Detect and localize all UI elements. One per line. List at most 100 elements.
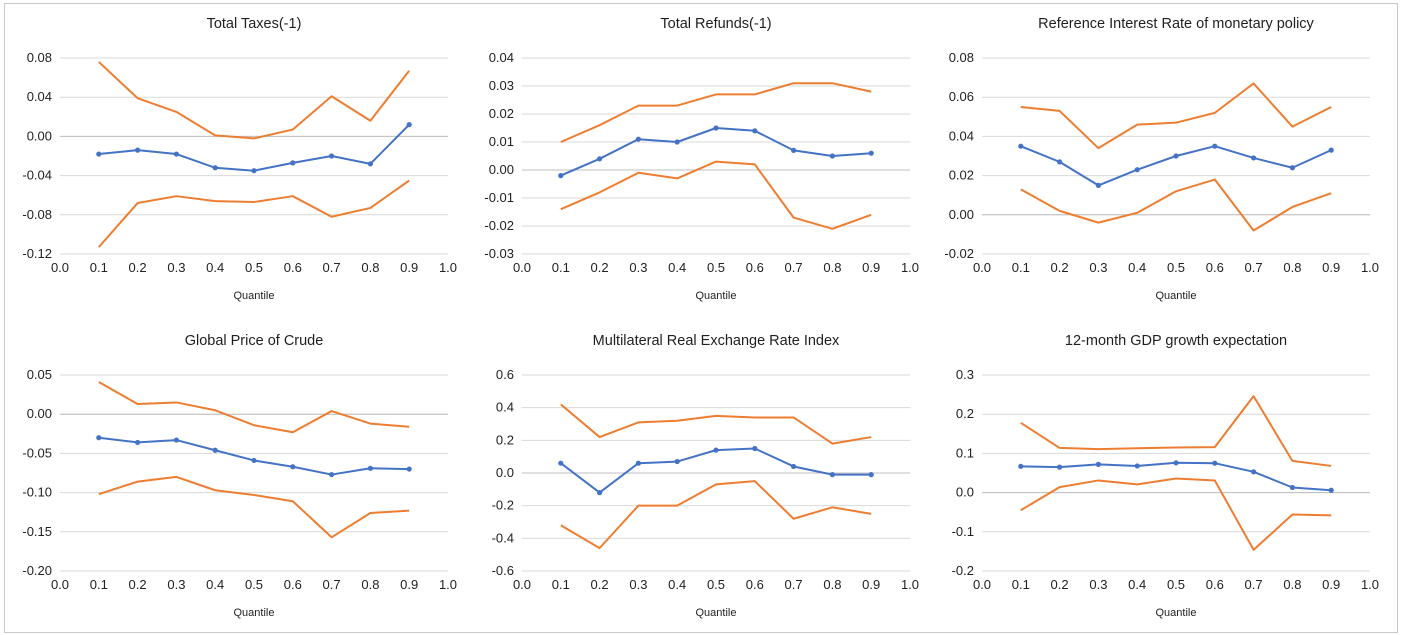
x-tick-label: 0.1 [1012, 260, 1030, 275]
x-tick-label: 0.2 [1051, 260, 1069, 275]
x-tick-label: 0.0 [51, 260, 69, 275]
data-point [713, 125, 719, 131]
x-tick-label: 0.2 [1051, 577, 1069, 592]
data-point [173, 151, 179, 157]
confidence-bound-line [98, 179, 410, 248]
data-point [597, 156, 603, 162]
chart-panel-5: Multilateral Real Exchange Rate Index -0.… [492, 333, 919, 619]
data-point [1328, 487, 1334, 493]
x-tick-label: 0.6 [1206, 260, 1224, 275]
y-tick-label: -0.01 [484, 190, 514, 205]
chart-title: 12-month GDP growth expectation [1065, 333, 1287, 349]
data-point [212, 447, 218, 453]
chart-panel-1: Total Taxes(-1) -0.12 -0.08 -0.04 0.00 0.04 0.… [22, 16, 457, 302]
data-point [173, 437, 179, 443]
data-point [406, 466, 412, 472]
x-tick-label: 0.3 [629, 577, 647, 592]
x-tick-label: 0.2 [591, 260, 609, 275]
y-tick-label: -0.04 [22, 168, 52, 183]
y-tick-label: 0.05 [27, 367, 52, 382]
y-tick-label: -0.2 [952, 563, 974, 578]
x-tick-label: 0.7 [323, 577, 341, 592]
x-tick-label: 0.3 [167, 577, 185, 592]
y-tick-label: -0.20 [22, 563, 52, 578]
data-point [1134, 463, 1140, 469]
x-tick-label: 0.0 [973, 260, 991, 275]
x-tick-label: 0.1 [90, 260, 108, 275]
x-tick-label: 1.0 [901, 577, 919, 592]
data-point [367, 465, 373, 471]
y-tick-label: 0.00 [489, 162, 514, 177]
x-tick-label: 0.7 [1245, 577, 1263, 592]
x-tick-label: 0.5 [1167, 260, 1185, 275]
x-tick-label: 0.0 [51, 577, 69, 592]
data-point [1173, 460, 1179, 466]
y-tick-label: 0.04 [489, 50, 514, 65]
x-tick-label: 0.3 [167, 260, 185, 275]
y-tick-label: 0.3 [956, 367, 974, 382]
y-tick-label: -0.15 [22, 524, 52, 539]
data-point [674, 139, 680, 145]
chart-panel-6: 12-month GDP growth expectation -0.2 -0.1 0… [952, 333, 1379, 619]
x-tick-label: 0.2 [129, 577, 147, 592]
y-tick-label: -0.03 [484, 246, 514, 261]
x-tick-label: 1.0 [1361, 577, 1379, 592]
data-point [1095, 461, 1101, 467]
x-tick-label: 0.9 [862, 260, 880, 275]
y-tick-label: -0.02 [944, 246, 974, 261]
y-tick-label: -0.10 [22, 485, 52, 500]
data-point [635, 136, 641, 142]
x-tick-label: 0.4 [206, 577, 224, 592]
x-tick-label: 0.5 [1167, 577, 1185, 592]
x-tick-label: 0.7 [1245, 260, 1263, 275]
y-tick-label: -0.02 [484, 218, 514, 233]
x-tick-label: 0.9 [400, 577, 418, 592]
x-tick-label: 1.0 [1361, 260, 1379, 275]
data-point [1212, 460, 1218, 466]
data-point [868, 150, 874, 156]
x-tick-label: 0.9 [400, 260, 418, 275]
data-point [791, 147, 797, 153]
figure-frame [4, 3, 1398, 633]
x-tick-label: 0.8 [823, 577, 841, 592]
y-tick-label: 0.2 [496, 432, 514, 447]
data-point [1095, 182, 1101, 188]
estimate-line [98, 123, 410, 172]
x-tick-label: 0.3 [629, 260, 647, 275]
x-tick-label: 0.4 [668, 260, 686, 275]
y-tick-label: -0.4 [492, 530, 514, 545]
x-tick-label: 1.0 [439, 577, 457, 592]
y-tick-label: -0.6 [492, 563, 514, 578]
data-point [251, 168, 257, 174]
x-tick-label: 0.5 [707, 260, 725, 275]
data-point [1018, 463, 1024, 469]
data-point [1328, 147, 1334, 153]
x-tick-label: 0.0 [973, 577, 991, 592]
x-tick-label: 0.6 [284, 260, 302, 275]
chart-panel-4: Global Price of Crude -0.20 -0.15 -0.10 -0.0… [22, 333, 457, 619]
confidence-bound-line [1020, 178, 1332, 232]
x-tick-label: 0.6 [284, 577, 302, 592]
y-tick-label: 0.04 [27, 89, 52, 104]
x-tick-label: 0.1 [90, 577, 108, 592]
x-tick-label: 0.4 [668, 577, 686, 592]
x-axis-label: Quantile [696, 607, 737, 619]
y-tick-label: 0.04 [949, 128, 974, 143]
x-tick-label: 0.4 [1128, 260, 1146, 275]
x-tick-label: 0.8 [823, 260, 841, 275]
x-tick-label: 0.3 [1089, 260, 1107, 275]
data-point [1134, 167, 1140, 173]
data-point [597, 490, 603, 496]
confidence-bound-line [560, 160, 872, 230]
x-tick-label: 0.8 [1283, 577, 1301, 592]
x-tick-label: 0.4 [206, 260, 224, 275]
confidence-bound-line [1020, 395, 1332, 467]
x-tick-label: 0.7 [785, 260, 803, 275]
y-tick-label: 0.6 [496, 367, 514, 382]
y-tick-label: 0.00 [949, 207, 974, 222]
confidence-bound-line [1020, 477, 1332, 551]
data-point [1057, 159, 1063, 165]
x-tick-label: 0.9 [1322, 260, 1340, 275]
x-tick-label: 0.9 [1322, 577, 1340, 592]
confidence-bound-line [560, 403, 872, 445]
